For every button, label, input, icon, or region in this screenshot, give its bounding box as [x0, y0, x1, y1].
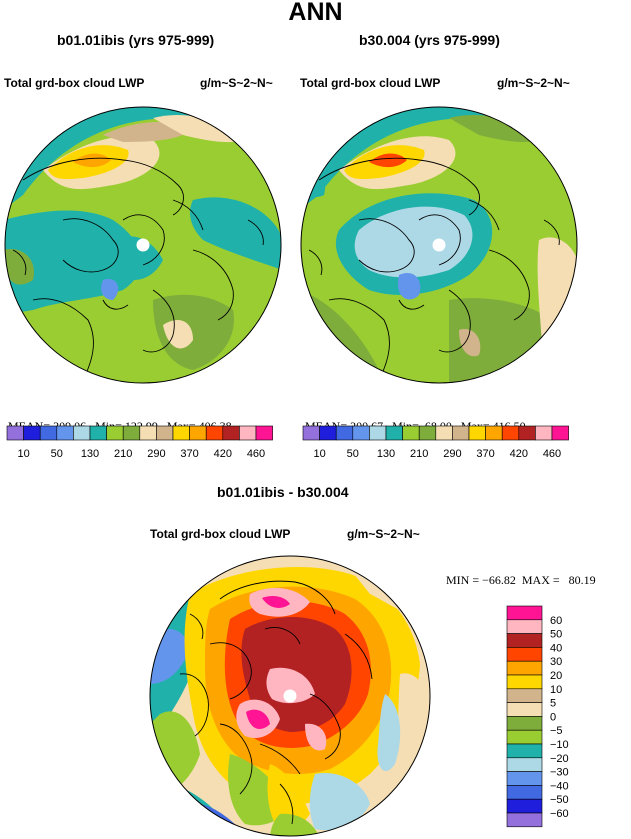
panel2-map — [300, 106, 578, 384]
diff-title: b01.01ibis - b30.004 — [217, 484, 349, 500]
diff-colorbar-tick-label: 10 — [550, 684, 562, 696]
diff-colorbar-tick-label: −40 — [550, 780, 569, 792]
panel1-colorbar-tick-label: 210 — [114, 448, 132, 460]
panel1-colorbar-tick-label: 290 — [147, 448, 165, 460]
panel1-colorbar-swatch — [6, 425, 24, 441]
diff-colorbar-swatch — [506, 619, 543, 634]
panel1-colorbar-tick-label: 50 — [51, 448, 63, 460]
diff-colorbar-swatch — [506, 660, 543, 676]
panel2-colorbar-swatch — [335, 425, 354, 441]
diff-colorbar-tick-label: 5 — [550, 698, 556, 710]
panel1-variable: Total grd-box cloud LWP — [4, 76, 145, 90]
panel1-colorbar-swatch — [189, 425, 207, 441]
panel1-colorbar-swatch — [23, 425, 41, 441]
panel2-colorbar-swatch — [302, 425, 320, 441]
diff-colorbar-tick-label: 0 — [550, 711, 556, 723]
diff-colorbar-swatch — [506, 798, 543, 814]
diff-colorbar-swatch — [506, 771, 543, 786]
panel2-colorbar-tick-label: 10 — [313, 448, 325, 460]
diff-colorbar-swatch — [506, 716, 543, 731]
diff-colorbar-swatch — [506, 674, 543, 690]
diff-colorbar-tick-label: 60 — [550, 615, 562, 627]
diff-units: g/m~S~2~N~ — [347, 527, 420, 541]
panel1-colorbar-swatch — [172, 425, 190, 441]
panel2-colorbar-tick-label: 290 — [443, 448, 461, 460]
panel2-colorbar-swatch — [352, 425, 370, 441]
diff-colorbar-tick-label: −10 — [550, 739, 569, 751]
panel1-colorbar-swatch — [73, 425, 91, 441]
panel1-colorbar-swatch — [239, 425, 257, 441]
diff-colorbar-swatch — [506, 605, 543, 621]
panel1-colorbar-swatch — [222, 425, 240, 441]
figure-title: ANN — [288, 0, 343, 26]
panel1-colorbar-tick-label: 420 — [214, 448, 232, 460]
panel2-colorbar-swatch — [418, 425, 437, 441]
panel2-colorbar-tick-label: 460 — [543, 448, 561, 460]
panel1-colorbar-swatch — [122, 425, 141, 441]
panel1-colorbar-swatch — [56, 425, 74, 441]
diff-colorbar-swatch — [506, 702, 543, 717]
panel1-map — [4, 106, 282, 384]
diff-colorbar-tick-label: −5 — [550, 725, 563, 737]
panel2-colorbar-swatch — [319, 425, 337, 441]
panel2-colorbar-swatch — [535, 425, 553, 441]
panel1-colorbar-tick-label: 10 — [17, 448, 29, 460]
panel2-colorbar-swatch — [485, 425, 503, 441]
panel1-colorbar-swatch — [106, 425, 124, 441]
diff-colorbar-swatch — [506, 729, 543, 745]
panel2-colorbar-swatch — [551, 425, 569, 441]
diff-colorbar-tick-label: 40 — [550, 642, 562, 654]
diff-colorbar-tick-label: −50 — [550, 794, 569, 806]
diff-colorbar-swatch — [506, 757, 543, 772]
panel2-units: g/m~S~2~N~ — [497, 76, 570, 90]
panel2-colorbar-swatch — [402, 425, 420, 441]
panel2-colorbar-tick-label: 420 — [510, 448, 528, 460]
panel1-units: g/m~S~2~N~ — [200, 76, 273, 90]
panel2-colorbar-tick-label: 210 — [410, 448, 428, 460]
panel2-variable: Total grd-box cloud LWP — [300, 76, 441, 90]
panel1-colorbar-swatch — [89, 425, 107, 441]
panel2-colorbar-swatch — [369, 425, 387, 441]
panel2-colorbar-swatch — [468, 425, 486, 441]
panel2-colorbar-swatch — [452, 425, 470, 441]
panel1-colorbar-swatch — [156, 425, 174, 441]
diff-colorbar-swatch — [506, 785, 543, 800]
diff-colorbar-tick-label: 30 — [550, 656, 562, 668]
diff-colorbar-swatch — [506, 633, 543, 648]
diff-colorbar-tick-label: 50 — [550, 629, 562, 641]
diff-colorbar-tick-label: −20 — [550, 753, 569, 765]
panel1-colorbar-swatch — [139, 425, 157, 441]
panel2-colorbar: 10 50 130 210 290 370 420 460 — [302, 425, 569, 460]
panel1-colorbar-swatch — [255, 425, 273, 441]
diff-colorbar-tick-label: −30 — [550, 767, 569, 779]
panel2-colorbar-swatch — [385, 425, 403, 441]
panel1-title: b01.01ibis (yrs 975-999) — [57, 32, 215, 48]
diff-colorbar-tick-label: −60 — [550, 808, 569, 820]
diff-colorbar-tick-label: 20 — [550, 670, 562, 682]
panel1-colorbar: 10 50 130 210 290 370 420 460 — [6, 425, 273, 460]
diff-colorbar-swatch — [506, 647, 543, 662]
panel2-colorbar-tick-label: 50 — [347, 448, 359, 460]
panel1-colorbar-swatch — [39, 425, 58, 441]
diff-map — [149, 555, 431, 837]
panel2-colorbar-swatch — [501, 425, 520, 441]
diff-colorbar-swatch — [506, 812, 543, 828]
diff-colorbar-swatch — [506, 743, 543, 759]
panel1-colorbar-tick-label: 370 — [180, 448, 198, 460]
panel1-colorbar-swatch — [205, 425, 224, 441]
panel2-title: b30.004 (yrs 975-999) — [359, 32, 500, 48]
panel1-colorbar-tick-label: 460 — [247, 448, 265, 460]
panel2-colorbar-swatch — [435, 425, 453, 441]
diff-stats: MIN = −66.82 MAX = 80.19 — [446, 573, 596, 587]
panel1-colorbar-tick-label: 130 — [81, 448, 99, 460]
panel2-colorbar-tick-label: 370 — [476, 448, 494, 460]
panel2-colorbar-tick-label: 130 — [377, 448, 395, 460]
panel2-colorbar-swatch — [518, 425, 536, 441]
diff-variable: Total grd-box cloud LWP — [150, 527, 291, 541]
diff-colorbar-swatch — [506, 688, 543, 703]
